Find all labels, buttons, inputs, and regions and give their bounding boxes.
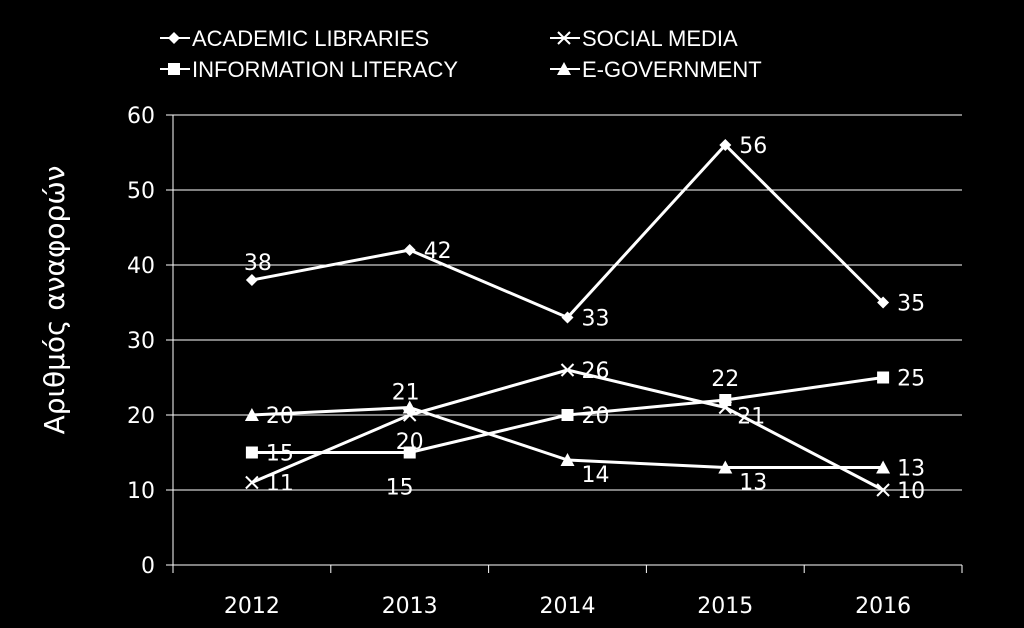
point-academic-libraries-2015 <box>719 139 732 151</box>
axes <box>172 115 963 573</box>
data-label-social-media-2015: 21 <box>737 405 765 430</box>
data-label-social-media-2016: 10 <box>897 479 925 504</box>
data-label-academic-libraries-2014: 33 <box>582 307 610 332</box>
point-information-literacy-2016 <box>877 371 890 384</box>
point-information-literacy-2014 <box>561 409 574 421</box>
legend-label: SOCIAL MEDIA <box>582 26 738 51</box>
x-tick-label: 2012 <box>224 594 280 619</box>
data-label-e-government-2012: 20 <box>266 404 294 429</box>
legend-label: ACADEMIC LIBRARIES <box>192 26 429 51</box>
point-e-government-2012 <box>244 408 259 421</box>
data-label-information-literacy-2016: 25 <box>897 367 925 392</box>
point-social-media-2014 <box>560 363 575 377</box>
point-academic-libraries-2013 <box>403 244 416 256</box>
y-tick-label: 20 <box>127 404 155 429</box>
data-label-social-media-2013: 20 <box>396 430 424 455</box>
legend-item-academic-libraries: ACADEMIC LIBRARIES <box>160 26 429 51</box>
point-information-literacy-2015 <box>719 394 732 406</box>
point-social-media-2012 <box>245 475 259 490</box>
legend-label: E-GOVERNMENT <box>582 57 762 82</box>
data-label-academic-libraries-2012: 38 <box>244 251 272 276</box>
y-tick-label: 40 <box>127 254 155 279</box>
point-academic-libraries-2014 <box>561 311 574 324</box>
data-label-e-government-2013: 21 <box>392 381 420 406</box>
point-academic-libraries-2012 <box>245 274 258 286</box>
y-tick-label: 50 <box>127 179 155 204</box>
data-labels: 38 42 33 56 35 11 20 26 21 10 15 15 20 22 25 20 21 14 13 13 <box>244 134 925 504</box>
y-tick-label: 10 <box>127 479 155 504</box>
data-label-academic-libraries-2016: 35 <box>897 292 925 317</box>
x-tick-label: 2015 <box>697 594 753 619</box>
y-tick-label: 0 <box>141 554 155 579</box>
point-e-government-2014 <box>560 453 575 466</box>
x-tick-label: 2013 <box>382 594 438 619</box>
legend: ACADEMIC LIBRARIES SOCIAL MEDIA INFORMATIO… <box>160 26 762 82</box>
x-tick-label: 2016 <box>855 594 911 619</box>
point-e-government-2013 <box>402 400 417 414</box>
data-label-social-media-2012: 11 <box>266 472 294 497</box>
series-line-social-media <box>251 368 884 492</box>
data-label-academic-libraries-2015: 56 <box>739 134 767 159</box>
legend-item-social-media: SOCIAL MEDIA <box>550 26 738 51</box>
data-label-information-literacy-2015: 22 <box>711 367 739 392</box>
y-tick-label: 60 <box>127 104 155 129</box>
point-information-literacy-2013 <box>403 446 416 459</box>
data-label-information-literacy-2012: 15 <box>266 442 294 467</box>
legend-marker-triangle <box>557 62 571 75</box>
data-label-information-literacy-2013: 15 <box>386 476 414 501</box>
legend-marker-diamond <box>168 32 180 44</box>
point-social-media-2016 <box>876 483 890 497</box>
legend-marker-x <box>557 31 571 45</box>
legend-item-e-government: E-GOVERNMENT <box>550 57 762 82</box>
data-label-information-literacy-2014: 20 <box>582 404 610 429</box>
series-line-academic-libraries <box>251 143 885 319</box>
data-label-academic-libraries-2013: 42 <box>424 239 452 264</box>
point-e-government-2015 <box>718 460 733 474</box>
legend-marker-square <box>168 63 180 75</box>
y-axis-label: Αριθμός αναφορών <box>38 166 71 435</box>
gridlines <box>166 114 962 566</box>
data-label-e-government-2016: 13 <box>897 457 925 482</box>
y-tick-label: 30 <box>127 329 155 354</box>
legend-label: INFORMATION LITERACY <box>192 57 458 82</box>
series-markers <box>244 139 891 497</box>
point-information-literacy-2012 <box>245 446 258 459</box>
legend-item-information-literacy: INFORMATION LITERACY <box>160 57 458 82</box>
data-label-social-media-2014: 26 <box>582 359 610 384</box>
x-tick-label: 2014 <box>540 594 596 619</box>
data-label-e-government-2015: 13 <box>739 471 767 496</box>
point-e-government-2016 <box>876 460 891 474</box>
data-label-e-government-2014: 14 <box>582 463 610 488</box>
point-academic-libraries-2016 <box>877 296 890 309</box>
